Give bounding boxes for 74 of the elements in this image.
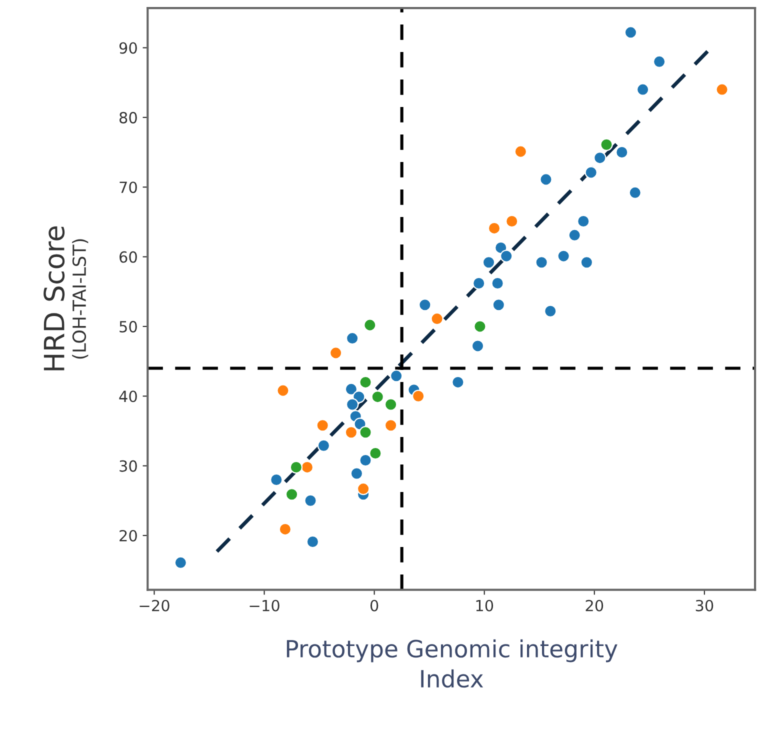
point: [306, 535, 320, 548]
y-tick-label: 50: [120, 320, 137, 332]
point: [616, 146, 628, 159]
point: [359, 426, 372, 439]
point: [568, 228, 581, 242]
point: [577, 214, 590, 228]
point: [514, 145, 528, 158]
point: [594, 151, 606, 164]
point: [304, 494, 317, 508]
y-tick-label: 20: [120, 530, 137, 542]
point: [472, 276, 486, 290]
point: [418, 298, 432, 312]
point: [474, 320, 486, 333]
point: [344, 426, 358, 439]
point: [369, 446, 382, 460]
point: [482, 256, 496, 269]
point: [452, 376, 464, 389]
y-tick-label: 80: [120, 112, 137, 124]
point: [316, 419, 329, 432]
x-axis-title: Prototype Genomic integrity Index: [286, 639, 618, 688]
point: [580, 256, 594, 269]
point: [716, 83, 728, 96]
y-tick-label: 70: [120, 182, 137, 194]
point: [356, 482, 370, 496]
point: [300, 460, 314, 474]
point: [412, 390, 425, 402]
point: [352, 390, 366, 404]
point: [346, 332, 359, 345]
y-tick-label: 60: [120, 251, 137, 263]
point: [174, 556, 188, 570]
point: [430, 312, 444, 326]
point: [384, 419, 398, 432]
point: [491, 276, 504, 290]
point: [584, 166, 598, 179]
x-tick-label: −20: [140, 600, 170, 612]
point: [500, 250, 513, 262]
point: [652, 55, 666, 68]
y-tick-label: 90: [119, 42, 137, 54]
point: [628, 186, 642, 200]
x-tick-label: 10: [476, 600, 494, 612]
y-tick-label: 40: [119, 390, 137, 402]
point: [329, 346, 342, 360]
point: [270, 473, 283, 486]
point: [544, 304, 557, 318]
point: [390, 370, 403, 382]
point: [364, 318, 376, 332]
y-tick-label: 30: [120, 460, 137, 472]
point: [471, 340, 484, 352]
point: [557, 250, 570, 262]
point: [636, 83, 650, 96]
x-tick-label: 0: [370, 600, 378, 612]
point: [350, 467, 364, 480]
point: [359, 376, 372, 389]
point: [317, 439, 330, 452]
point: [278, 522, 292, 536]
point: [492, 298, 506, 312]
point: [506, 214, 518, 228]
x-tick-label: 30: [696, 600, 714, 612]
x-tick-label: −10: [250, 600, 280, 612]
point: [540, 173, 552, 186]
point: [276, 384, 290, 397]
point: [371, 390, 384, 404]
point: [535, 256, 548, 269]
point: [384, 398, 398, 411]
point: [346, 398, 359, 411]
point: [488, 222, 501, 235]
point: [290, 460, 303, 474]
x-tick-label: 20: [586, 600, 604, 612]
point: [285, 488, 298, 501]
point: [344, 382, 358, 396]
y-axis-title: HRD Score (LOH-TAI-LST): [44, 226, 88, 370]
point: [600, 138, 613, 151]
point: [359, 454, 372, 467]
point: [624, 26, 638, 39]
